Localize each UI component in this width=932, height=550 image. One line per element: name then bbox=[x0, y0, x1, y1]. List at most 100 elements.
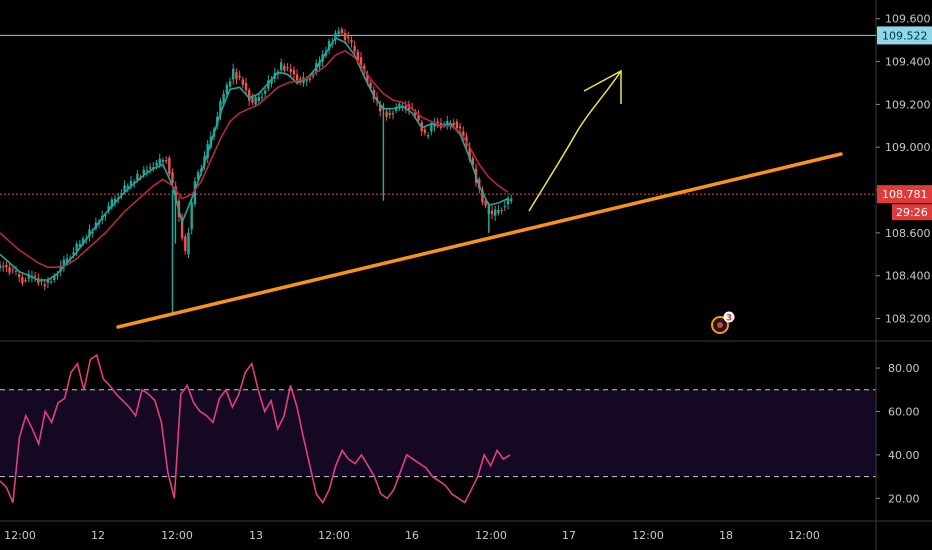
arrow-head bbox=[583, 69, 622, 104]
candle-body bbox=[21, 277, 24, 284]
candle-body bbox=[37, 278, 40, 284]
candle-body bbox=[129, 181, 133, 186]
candle-body bbox=[228, 81, 232, 87]
candle-body bbox=[267, 80, 270, 89]
alert-dot bbox=[717, 322, 723, 328]
candle-body bbox=[14, 270, 18, 272]
candle-body bbox=[388, 112, 391, 116]
candle-body bbox=[263, 90, 267, 94]
alert-count-label: 3 bbox=[726, 314, 732, 324]
candle-body bbox=[49, 281, 53, 283]
candle-body bbox=[88, 229, 91, 237]
countdown-badge bbox=[892, 204, 932, 221]
candle-body bbox=[414, 111, 417, 116]
candle-body bbox=[369, 82, 372, 89]
alert-count-badge bbox=[723, 311, 735, 323]
candle-body bbox=[462, 131, 465, 137]
candle-body bbox=[244, 82, 248, 91]
candle-body bbox=[40, 280, 43, 282]
candle-body bbox=[168, 157, 171, 174]
candle-body bbox=[222, 93, 225, 105]
price-tick-label: 109.000 bbox=[885, 141, 931, 154]
candle-body bbox=[340, 29, 344, 33]
candle-body bbox=[283, 65, 286, 71]
candle-body bbox=[72, 252, 75, 255]
candle-body bbox=[126, 185, 129, 189]
last-price-label: 108.781 bbox=[882, 188, 928, 201]
candle-body bbox=[490, 210, 494, 215]
oscillator-tick-label: 60.00 bbox=[888, 405, 920, 418]
candle-body bbox=[295, 74, 299, 83]
candle-body bbox=[235, 72, 238, 80]
candle-body bbox=[404, 105, 407, 108]
candle-body bbox=[379, 104, 382, 112]
candle-body bbox=[471, 157, 475, 166]
candle-body bbox=[292, 70, 296, 75]
candle-body bbox=[481, 190, 484, 203]
candle-body bbox=[391, 112, 395, 115]
candle-body bbox=[148, 167, 152, 169]
candle-body bbox=[305, 78, 308, 81]
time-tick-label: 18 bbox=[719, 529, 733, 542]
candle-body bbox=[142, 169, 145, 175]
time-tick-label: 16 bbox=[405, 529, 419, 542]
countdown-label: 29:26 bbox=[896, 206, 928, 219]
candle-body bbox=[33, 275, 37, 277]
candle-body bbox=[91, 232, 94, 234]
candle-body bbox=[503, 206, 507, 208]
price-tick-label: 109.200 bbox=[885, 98, 931, 111]
oscillator-tick-label: 80.00 bbox=[888, 362, 920, 375]
candle-body bbox=[279, 62, 283, 71]
candle-body bbox=[430, 124, 433, 132]
candle-body bbox=[158, 158, 161, 165]
price-tick-label: 108.400 bbox=[885, 270, 931, 283]
candle-body bbox=[196, 172, 200, 180]
arrow-annotation[interactable] bbox=[528, 70, 622, 212]
candle-body bbox=[497, 210, 500, 213]
candle-body bbox=[366, 74, 369, 83]
candle-body bbox=[193, 181, 197, 205]
candle-body bbox=[184, 236, 187, 251]
candle-body bbox=[458, 126, 462, 129]
candle-body bbox=[394, 106, 398, 111]
candle-body bbox=[104, 214, 107, 216]
candle-body bbox=[334, 32, 337, 40]
oscillator-tick-label: 20.00 bbox=[888, 492, 920, 505]
reference-price-label: 109.522 bbox=[882, 29, 928, 42]
candle-body bbox=[248, 90, 251, 101]
trendline[interactable] bbox=[116, 152, 843, 329]
candle-body bbox=[53, 275, 56, 281]
candle-body bbox=[270, 78, 273, 84]
candle-body bbox=[455, 121, 459, 129]
candle-body bbox=[219, 100, 222, 116]
candle-body bbox=[43, 284, 46, 287]
price-tick-label: 109.600 bbox=[885, 13, 931, 26]
candle-body bbox=[327, 40, 331, 51]
candle-body bbox=[251, 97, 254, 103]
time-tick-label: 12:00 bbox=[318, 529, 350, 542]
last-price-badge bbox=[877, 185, 932, 204]
candle-body bbox=[363, 65, 366, 71]
candle-body bbox=[123, 185, 126, 192]
oscillator-tick-label: 40.00 bbox=[888, 449, 920, 462]
oscillator-line bbox=[0, 353, 511, 505]
candle-body bbox=[337, 31, 340, 35]
candle-body bbox=[232, 68, 235, 80]
candle-body bbox=[59, 265, 62, 272]
candle-body bbox=[17, 274, 21, 278]
candle-body bbox=[343, 32, 347, 40]
candle-body bbox=[254, 97, 257, 105]
candle-body bbox=[0, 264, 2, 268]
time-tick-label: 13 bbox=[249, 529, 263, 542]
price-tick-label: 108.200 bbox=[885, 313, 931, 326]
candle-body bbox=[506, 198, 510, 205]
candle-body bbox=[65, 258, 69, 263]
candle-body bbox=[164, 160, 168, 162]
candle-body bbox=[24, 280, 27, 282]
time-tick-label: 12:00 bbox=[788, 529, 820, 542]
candle-body bbox=[78, 243, 82, 248]
price-tick-label: 109.400 bbox=[885, 56, 931, 69]
candle-body bbox=[446, 120, 449, 126]
candle-body bbox=[132, 181, 136, 183]
